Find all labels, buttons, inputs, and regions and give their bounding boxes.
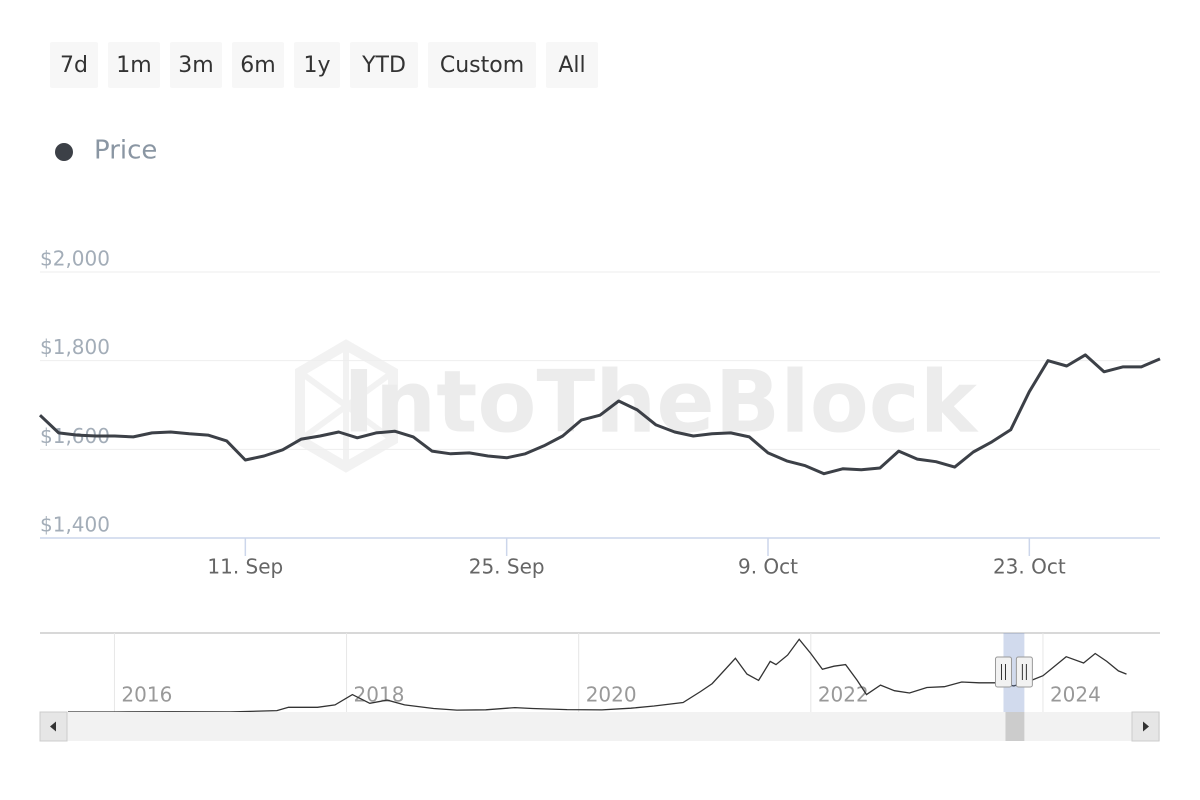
range-button[interactable] bbox=[546, 42, 598, 88]
x-tick-label: 25. Sep bbox=[469, 555, 545, 579]
scrollbar-track bbox=[40, 712, 1160, 741]
range-selector: 7d 1m 3m 6m 1y YTD Custom All bbox=[50, 42, 598, 88]
range-button[interactable] bbox=[428, 42, 536, 88]
navigator-handle-grip bbox=[1000, 664, 1006, 680]
range-button-label[interactable]: 3m bbox=[178, 53, 213, 78]
range-button[interactable] bbox=[108, 42, 160, 88]
range-button-label[interactable]: 1y bbox=[303, 53, 330, 78]
range-button-label[interactable]: All bbox=[558, 53, 585, 78]
navigator-tick-label: 2020 bbox=[586, 683, 637, 707]
navigator-tick-label: 2024 bbox=[1050, 683, 1101, 707]
price-line bbox=[38, 353, 1161, 476]
legend-symbol[interactable] bbox=[55, 143, 73, 161]
navigator-handle[interactable] bbox=[1015, 656, 1033, 688]
y-tick-label: $1,400 bbox=[40, 513, 110, 537]
scroll-right-arrow bbox=[1143, 721, 1149, 732]
range-button-label[interactable]: YTD bbox=[361, 53, 406, 78]
navigator-handle-grip bbox=[1021, 664, 1027, 680]
range-button[interactable] bbox=[294, 42, 340, 88]
range-button[interactable] bbox=[50, 42, 98, 88]
navigator-tick-label: 2016 bbox=[121, 683, 172, 707]
y-tick-label: $2,000 bbox=[40, 247, 110, 271]
range-button-label[interactable]: 1m bbox=[116, 53, 151, 78]
range-button[interactable] bbox=[170, 42, 222, 88]
navigator-selection[interactable] bbox=[1003, 633, 1025, 712]
legend-label[interactable]: Price bbox=[94, 136, 157, 166]
x-tick-label: 11. Sep bbox=[207, 555, 283, 579]
navigator-tick-label: 2022 bbox=[818, 683, 869, 707]
range-button[interactable] bbox=[232, 42, 284, 88]
navigator-handle[interactable] bbox=[994, 656, 1012, 688]
x-tick-label: 23. Oct bbox=[993, 555, 1066, 579]
range-button[interactable] bbox=[350, 42, 418, 88]
range-button-label[interactable]: Custom bbox=[440, 53, 524, 78]
watermark-logo bbox=[295, 339, 398, 473]
x-tick-label: 9. Oct bbox=[738, 555, 798, 579]
y-tick-label: $1,800 bbox=[40, 335, 110, 359]
scroll-left-arrow bbox=[50, 721, 56, 732]
scroll-right-button[interactable] bbox=[1131, 711, 1160, 742]
scrollbar-thumb[interactable] bbox=[1005, 712, 1025, 741]
watermark: IntoTheBlock bbox=[343, 352, 979, 452]
range-button-label[interactable]: 6m bbox=[240, 53, 275, 78]
range-button-label[interactable]: 7d bbox=[60, 53, 88, 78]
